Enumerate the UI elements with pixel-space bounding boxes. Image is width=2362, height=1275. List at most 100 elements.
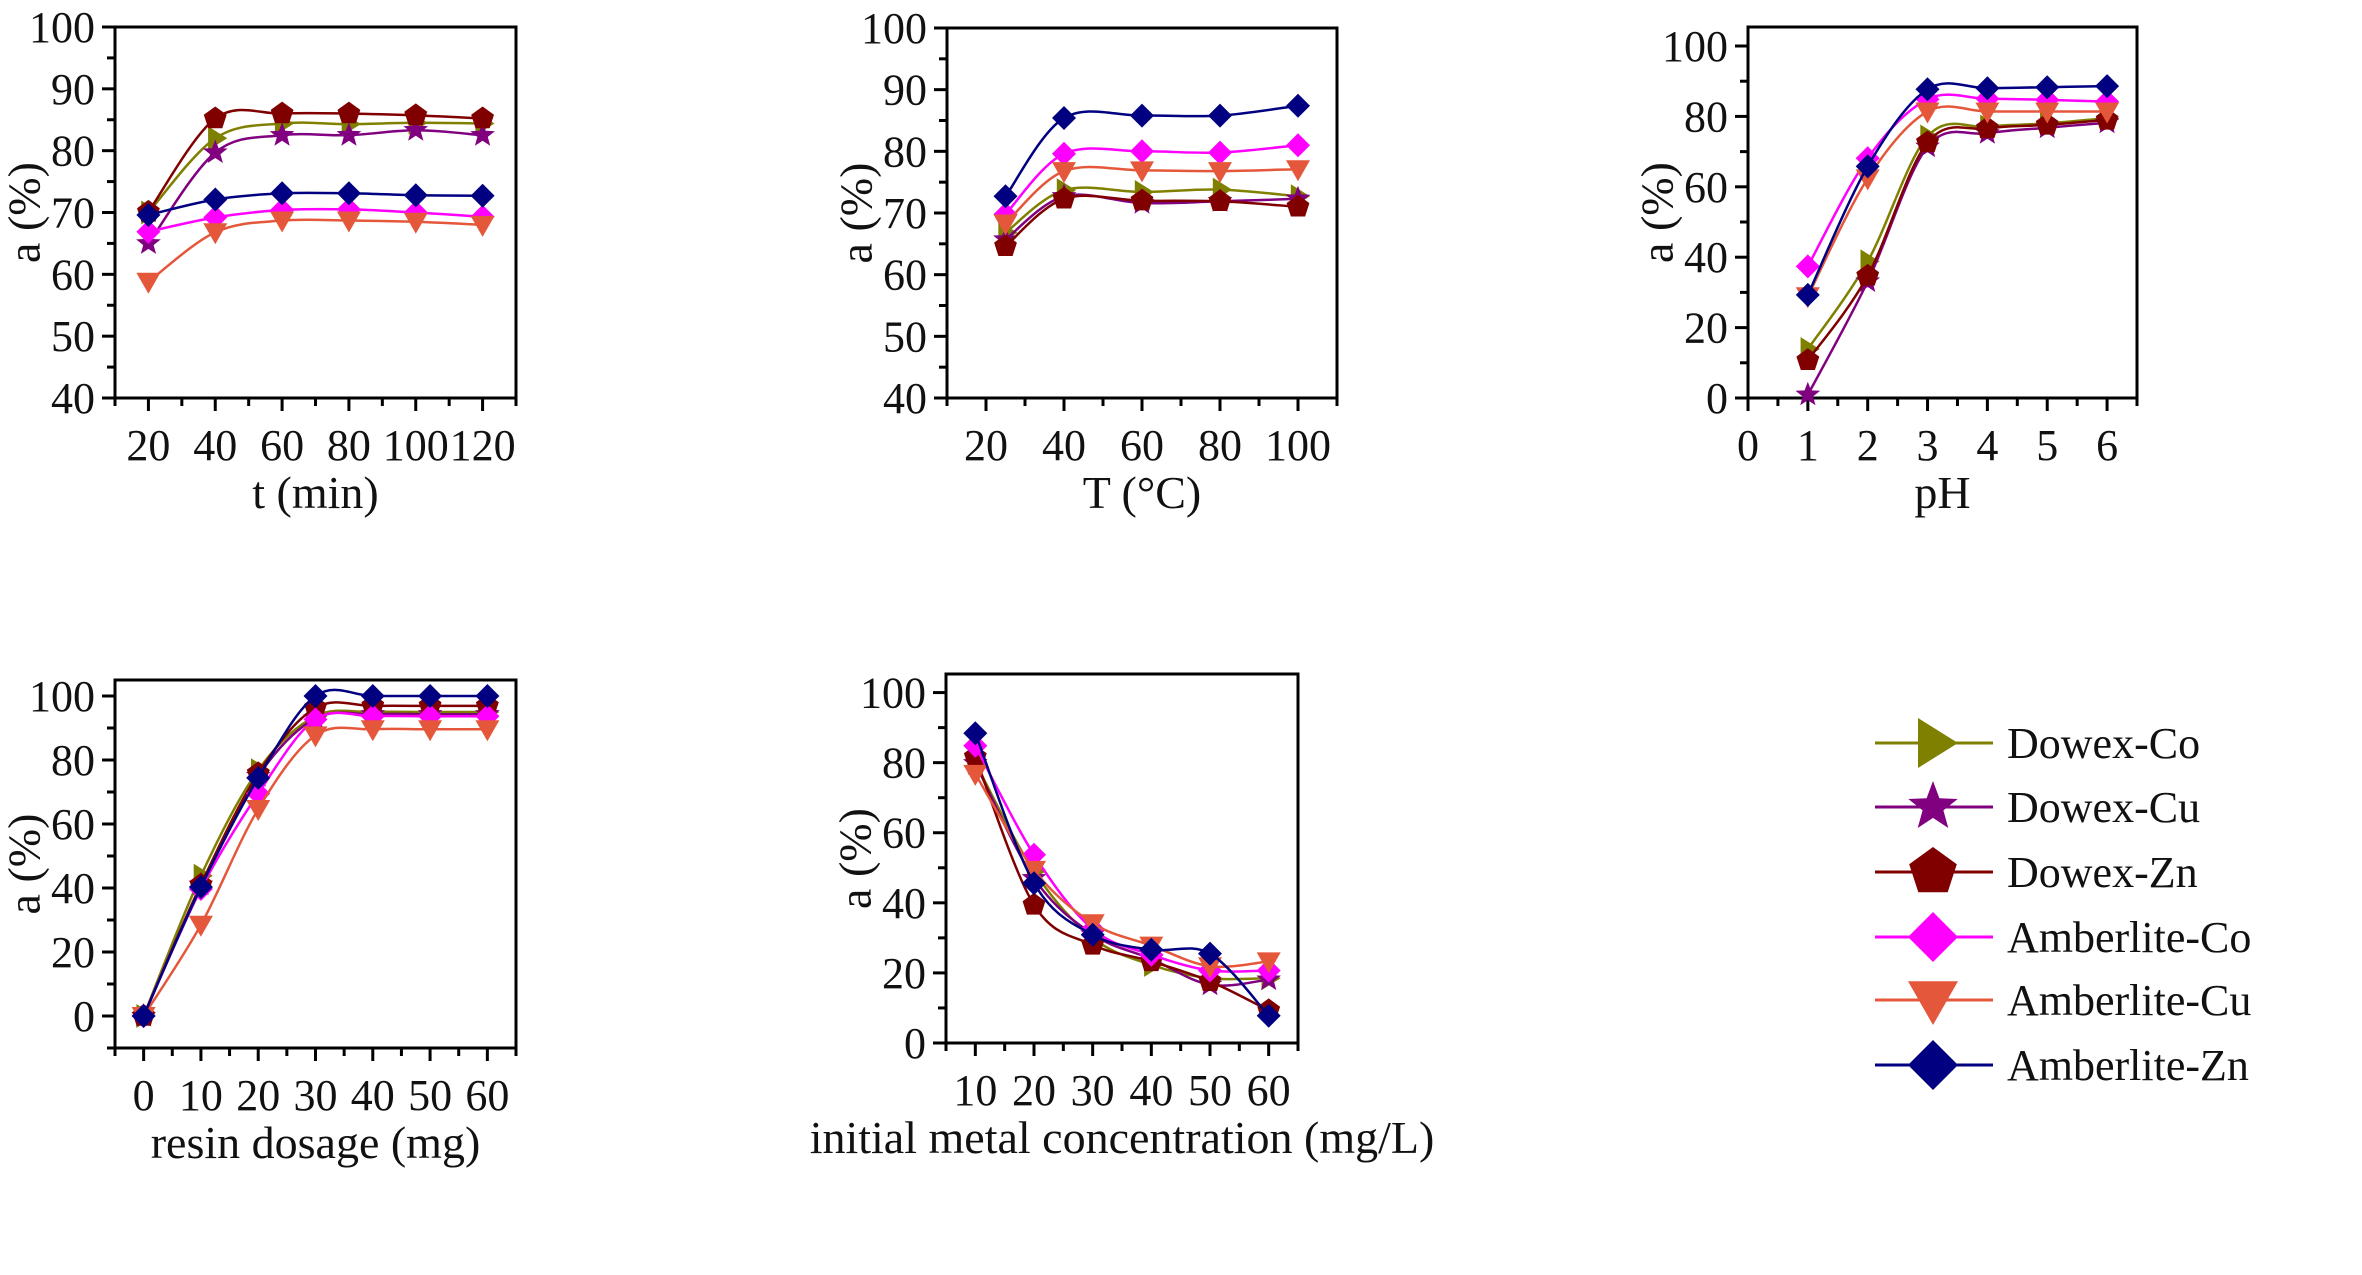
legend-item: Amberlite-Co bbox=[1875, 912, 2251, 962]
y-tick-label: 40 bbox=[1684, 233, 1728, 282]
y-tick-label: 90 bbox=[51, 65, 95, 114]
x-tick-label: 120 bbox=[450, 421, 516, 470]
series-amberlite-zn bbox=[131, 684, 500, 1028]
y-axis-label: a (%) bbox=[1632, 162, 1683, 263]
y-axis-label: a (%) bbox=[0, 814, 50, 915]
data-point bbox=[336, 181, 361, 206]
data-point bbox=[1130, 188, 1154, 211]
data-point bbox=[303, 684, 328, 708]
series-dowex-cu bbox=[131, 701, 500, 1027]
y-tick-label: 20 bbox=[51, 928, 95, 977]
y-tick-label: 80 bbox=[883, 127, 927, 176]
x-axis-label: t (min) bbox=[252, 467, 378, 518]
data-point bbox=[993, 214, 1018, 236]
series-line bbox=[1806, 121, 2108, 396]
x-tick-label: 20 bbox=[126, 421, 170, 470]
series-amberlite-cu bbox=[1795, 102, 2120, 309]
data-point bbox=[270, 101, 294, 124]
series-line bbox=[1806, 93, 2108, 267]
series-line bbox=[142, 711, 488, 1017]
y-tick-label: 80 bbox=[51, 736, 95, 785]
y-axis-label: a (%) bbox=[831, 163, 882, 264]
series-line bbox=[1806, 105, 2108, 297]
series-dowex-cu bbox=[963, 750, 1281, 996]
y-tick-label: 0 bbox=[904, 1019, 926, 1068]
y-tick-label: 80 bbox=[51, 127, 95, 176]
y-tick-label: 100 bbox=[29, 3, 95, 52]
x-tick-label: 5 bbox=[2036, 421, 2058, 470]
legend-item: Amberlite-Zn bbox=[1875, 1040, 2249, 1090]
data-point bbox=[1052, 162, 1076, 184]
x-tick-label: 20 bbox=[1012, 1066, 1056, 1115]
y-tick-label: 100 bbox=[1662, 22, 1728, 71]
data-point bbox=[303, 707, 328, 732]
data-point bbox=[1796, 348, 1820, 370]
data-point bbox=[403, 183, 428, 208]
data-point bbox=[1139, 937, 1164, 962]
y-tick-label: 0 bbox=[1706, 374, 1728, 423]
data-point bbox=[1198, 957, 1222, 979]
data-point bbox=[203, 187, 228, 212]
data-point bbox=[1080, 922, 1105, 947]
series-amberlite-zn bbox=[136, 181, 495, 227]
x-tick-label: 10 bbox=[179, 1071, 223, 1120]
data-point bbox=[1208, 162, 1232, 184]
x-tick-label: 4 bbox=[1976, 421, 1998, 470]
data-point bbox=[136, 272, 161, 294]
data-point bbox=[2035, 75, 2060, 100]
legend-item: Dowex-Zn bbox=[1875, 847, 2198, 897]
data-point bbox=[1915, 77, 1940, 102]
x-tick-label: 80 bbox=[327, 421, 371, 470]
chart-panel-4: 0 10 20 30 40 50 60 0 20 40 60 80 100 resin dosage (m… bbox=[0, 672, 518, 1168]
x-tick-label: 60 bbox=[1247, 1066, 1291, 1115]
x-tick-label: 0 bbox=[1737, 421, 1759, 470]
series-line bbox=[1806, 118, 2108, 362]
data-point bbox=[1795, 381, 1821, 406]
x-tick-label: 40 bbox=[193, 421, 237, 470]
y-tick-label: 40 bbox=[51, 864, 95, 913]
data-point bbox=[963, 721, 988, 746]
data-point bbox=[470, 215, 495, 237]
data-point bbox=[336, 122, 362, 146]
y-tick-label: 100 bbox=[29, 672, 95, 721]
data-point bbox=[470, 122, 495, 146]
data-point bbox=[188, 875, 213, 899]
series-line bbox=[142, 701, 488, 1017]
legend-marker-icon bbox=[1909, 847, 1957, 893]
data-point bbox=[403, 212, 428, 234]
series-line bbox=[142, 709, 488, 1017]
y-tick-label: 80 bbox=[882, 739, 926, 788]
data-point bbox=[188, 915, 213, 937]
data-point bbox=[303, 726, 328, 748]
data-point bbox=[1052, 141, 1076, 166]
series-dowex-zn bbox=[137, 101, 494, 222]
series-line bbox=[1004, 186, 1299, 234]
series-amberlite-zn bbox=[993, 93, 1310, 209]
x-tick-label: 50 bbox=[408, 1071, 452, 1120]
legend-label: Dowex-Zn bbox=[2007, 848, 2198, 897]
series-amberlite-co bbox=[131, 704, 500, 1028]
legend: Dowex-Co Dowex-Cu Dowex-Zn Amberlite-Co Ambe… bbox=[1875, 718, 2251, 1090]
data-point bbox=[470, 183, 495, 208]
x-tick-label: 10 bbox=[953, 1066, 997, 1115]
y-tick-label: 80 bbox=[1684, 92, 1728, 141]
data-point bbox=[2095, 102, 2120, 124]
data-point bbox=[336, 211, 361, 233]
data-point bbox=[471, 106, 494, 129]
legend-label: Dowex-Co bbox=[2007, 719, 2200, 768]
x-tick-label: 0 bbox=[133, 1071, 155, 1120]
data-point bbox=[993, 184, 1018, 209]
x-tick-label: 50 bbox=[1188, 1066, 1232, 1115]
series-dowex-co bbox=[1800, 106, 2120, 362]
legend-marker-icon bbox=[1918, 718, 1958, 768]
data-point bbox=[1976, 116, 1999, 139]
data-point bbox=[131, 1004, 156, 1028]
data-point bbox=[1052, 106, 1076, 130]
x-tick-label: 2 bbox=[1857, 421, 1879, 470]
data-point bbox=[994, 234, 1017, 256]
y-tick-label: 60 bbox=[51, 800, 95, 849]
y-tick-label: 20 bbox=[1684, 304, 1728, 353]
data-point bbox=[270, 181, 295, 206]
